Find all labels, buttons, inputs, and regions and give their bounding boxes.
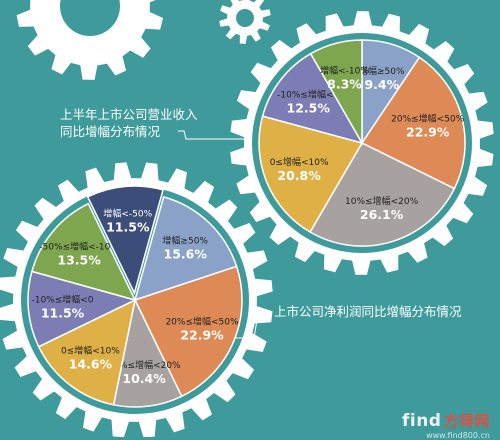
slice-value-label: 22.9% [180,327,224,342]
watermark-brand: find [401,411,442,431]
slice-category-label: 增幅≥50% [359,65,405,77]
pie-slice [261,52,364,145]
pie-slice [27,270,138,348]
pie-slice [360,56,466,190]
pie-slice [30,202,137,302]
pie-slice [309,142,456,247]
slice-value-label: 10.4% [122,371,166,386]
slice-value-label: 20.8% [277,168,321,183]
profit-caption-leader-line [234,313,270,339]
watermark-url: www.find800.cn [426,431,490,440]
slice-category-label: 10%≤增幅<20% [108,359,182,371]
slice-value-label: 22.9% [406,125,450,140]
slice-category-label: 增幅≥50% [162,234,208,246]
slice-category-label: -50%≤增幅<-10% [39,240,119,252]
slice-category-label: -10%≤增幅<0 [31,294,93,306]
pie-slice [112,297,183,408]
slice-value-label: 8.3% [327,76,362,91]
slice-value-label: 13.5% [57,252,101,267]
revenue-chart-title: 上半年上市公司营业收入 同比增幅分布情况 [60,107,198,139]
slice-category-label: -10%≤增幅<0 [277,89,339,101]
slice-category-label: 增幅<-50% [103,208,152,220]
slice-category-label: 20%≤增幅<50% [165,315,239,327]
small-gear-icon-hole [236,9,254,27]
slice-category-label: 10%≤增幅<20% [345,195,419,207]
profit-chart-title: 上市公司净利润同比增幅分布情况 [274,304,462,319]
pie-slice [37,298,137,406]
slice-value-label: 15.6% [164,246,208,261]
net-profit-growth-pie-chart: 增幅≥50%15.6% 20%≤增幅<50%22.9% 10%≤增幅<20%10.4… [0,162,273,437]
slice-value-label: 11.5% [41,306,85,321]
slice-category-label: 20%≤增幅<50% [391,113,465,125]
watermark-brand-cn: 方得网 [443,412,490,430]
slice-category-label: 0≤增幅<10% [270,156,329,168]
slice-value-label: 11.5% [106,220,150,235]
pie-slice [309,39,363,146]
watermark-logo: find 方得网 www.find800.cn [401,410,490,440]
decorative-gears [16,0,271,80]
pie-slice [86,185,164,296]
slice-category-label: 0≤增幅<10% [61,345,120,357]
slice-value-label: 26.1% [360,207,404,222]
gear-icon-hole [60,0,120,36]
pie-slice [133,265,243,398]
pie-slice [258,115,364,234]
slice-value-label: 12.5% [287,101,331,116]
revenue-caption-leader-line [178,130,250,140]
slice-category-label: 增幅<-10% [320,64,369,76]
revenue-growth-pie-chart: 增幅≥50%9.4% 20%≤增幅<50%22.9% 10%≤增幅<20%26.1%… [230,11,494,275]
slice-value-label: 9.4% [364,77,399,92]
gear-icon [16,0,163,80]
slice-value-label: 14.6% [69,357,113,372]
